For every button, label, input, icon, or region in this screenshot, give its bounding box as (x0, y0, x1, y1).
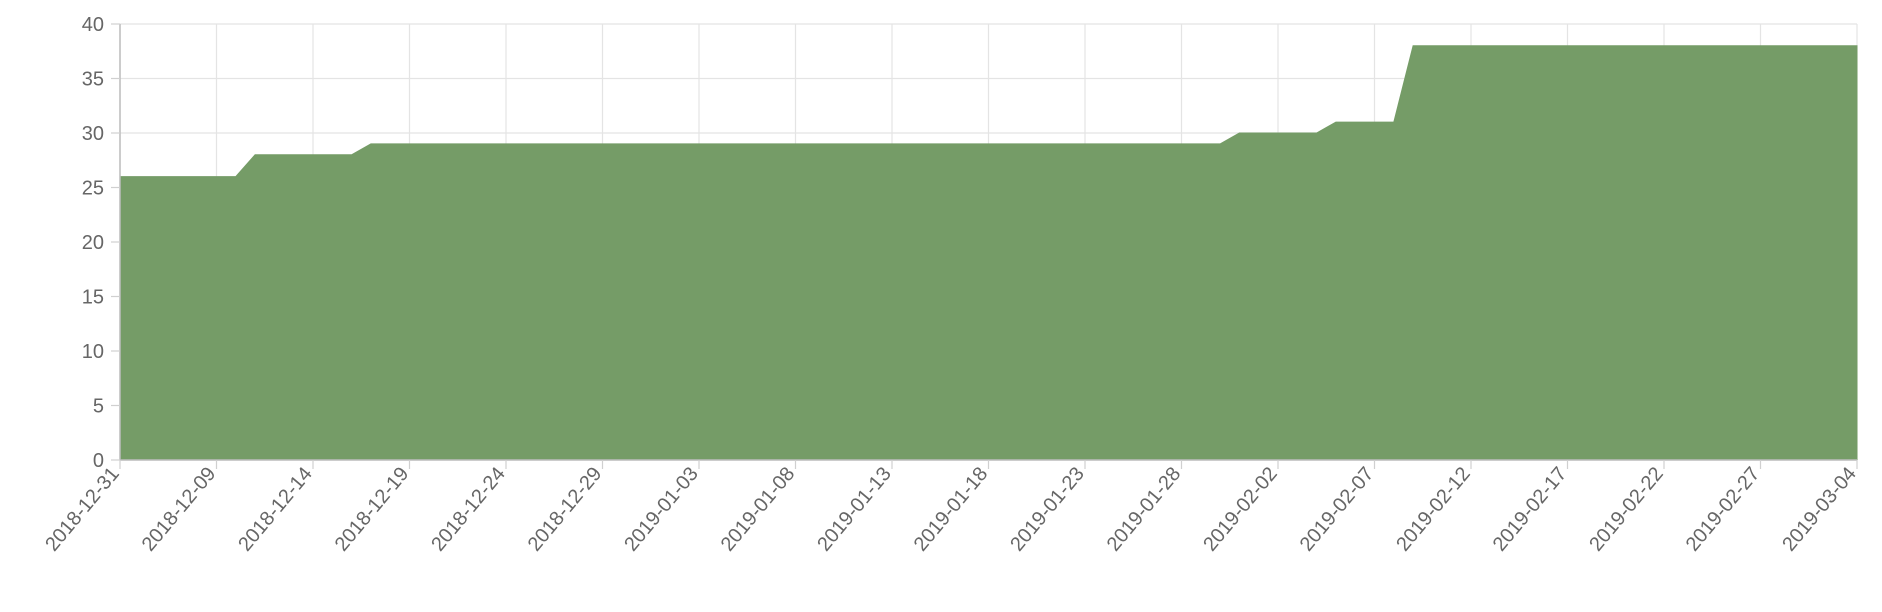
x-tick-label: 2019-01-23 (1006, 463, 1089, 556)
x-tick-label: 2018-12-24 (427, 463, 510, 556)
x-tick-label: 2019-01-28 (1103, 463, 1186, 556)
x-tick-label: 2018-12-14 (234, 463, 317, 556)
y-tick-label: 5 (93, 396, 104, 418)
x-tick-label: 2019-02-17 (1489, 463, 1572, 556)
x-tick-label: 2019-02-22 (1585, 463, 1668, 556)
y-tick-label: 10 (82, 341, 104, 363)
x-tick-label: 2018-12-09 (138, 463, 221, 556)
x-tick-label: 2019-01-08 (717, 463, 800, 556)
x-tick-label: 2019-01-13 (813, 463, 896, 556)
x-axis-ticks: 2018-12-31 2018-12-09 2018-12-14 2018-12-19… (41, 460, 1861, 556)
y-tick-label: 20 (82, 232, 104, 254)
x-tick-label: 2019-01-03 (620, 463, 703, 556)
y-tick-label: 40 (82, 14, 104, 36)
x-tick-label: 2019-02-27 (1682, 463, 1765, 556)
x-tick-label: 2019-02-07 (1296, 463, 1379, 556)
x-tick-label: 2019-01-18 (910, 463, 993, 556)
y-axis-ticks: 0 5 10 15 20 25 30 35 40 (82, 14, 120, 472)
x-tick-label: 2019-03-04 (1778, 463, 1861, 556)
y-tick-label: 0 (93, 450, 104, 472)
x-tick-label: 2019-02-12 (1392, 463, 1475, 556)
series-area (119, 45, 1858, 461)
y-tick-label: 35 (82, 69, 104, 91)
x-tick-label: 2018-12-19 (331, 463, 414, 556)
x-tick-label: 2018-12-29 (524, 463, 607, 556)
y-tick-label: 15 (82, 287, 104, 309)
x-tick-label: 2018-12-31 (41, 463, 124, 556)
x-tick-label: 2019-02-02 (1199, 463, 1282, 556)
y-tick-label: 25 (82, 178, 104, 200)
y-tick-label: 30 (82, 123, 104, 145)
